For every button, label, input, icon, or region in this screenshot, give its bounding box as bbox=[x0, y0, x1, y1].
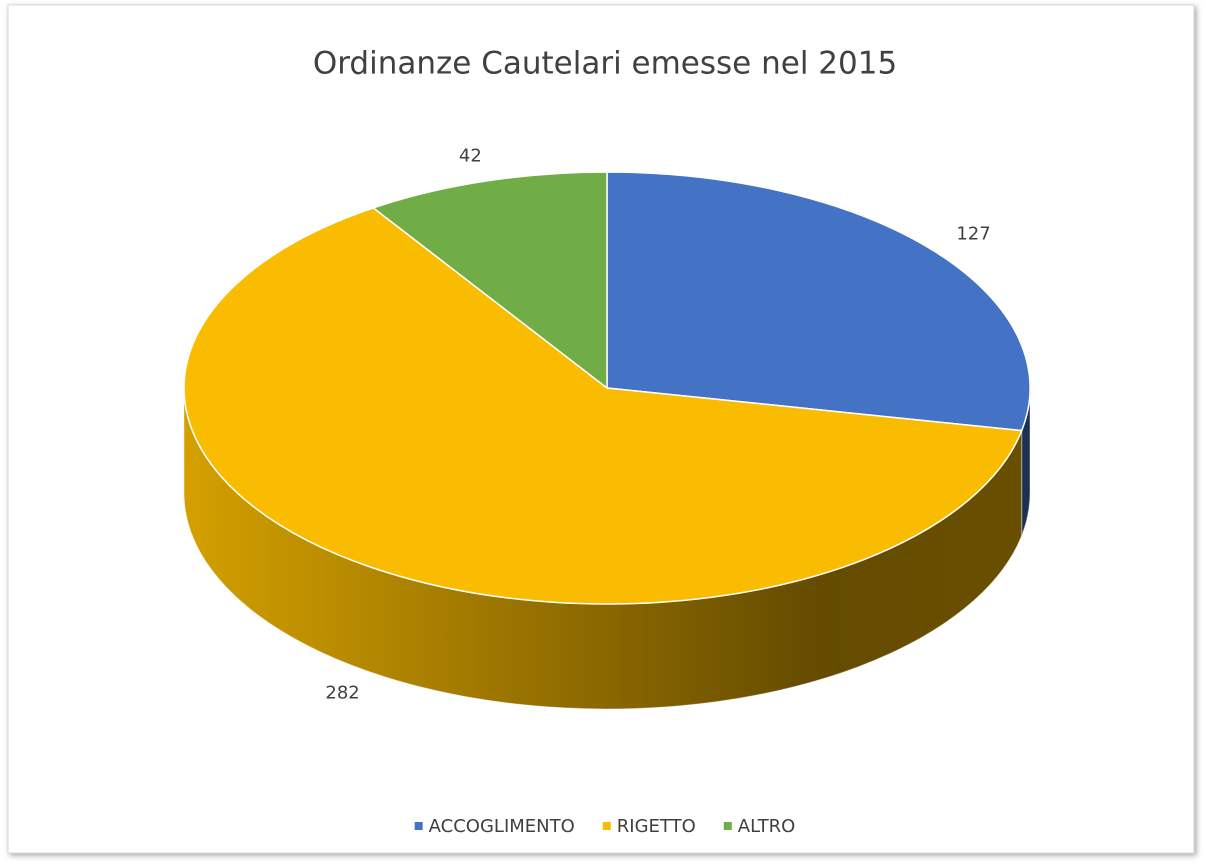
legend-marker bbox=[723, 822, 732, 830]
data-label: 282 bbox=[325, 683, 359, 704]
pie-slice bbox=[371, 171, 608, 390]
data-label: 42 bbox=[459, 145, 482, 166]
legend-marker bbox=[602, 822, 611, 830]
legend-label: ALTRO bbox=[738, 816, 796, 837]
chart-title: Ordinanze Cautelari emesse nel 2015 bbox=[313, 46, 897, 82]
data-label: 127 bbox=[956, 224, 990, 245]
pie-slice bbox=[606, 171, 1031, 432]
pie-slice bbox=[183, 207, 1023, 605]
legend-marker bbox=[414, 822, 423, 830]
legend-label: RIGETTO bbox=[617, 816, 696, 837]
legend: ACCOGLIMENTO RIGETTO ALTRO bbox=[414, 816, 796, 837]
pie: 127 282 42 bbox=[183, 145, 1031, 710]
legend-label: ACCOGLIMENTO bbox=[429, 816, 575, 837]
